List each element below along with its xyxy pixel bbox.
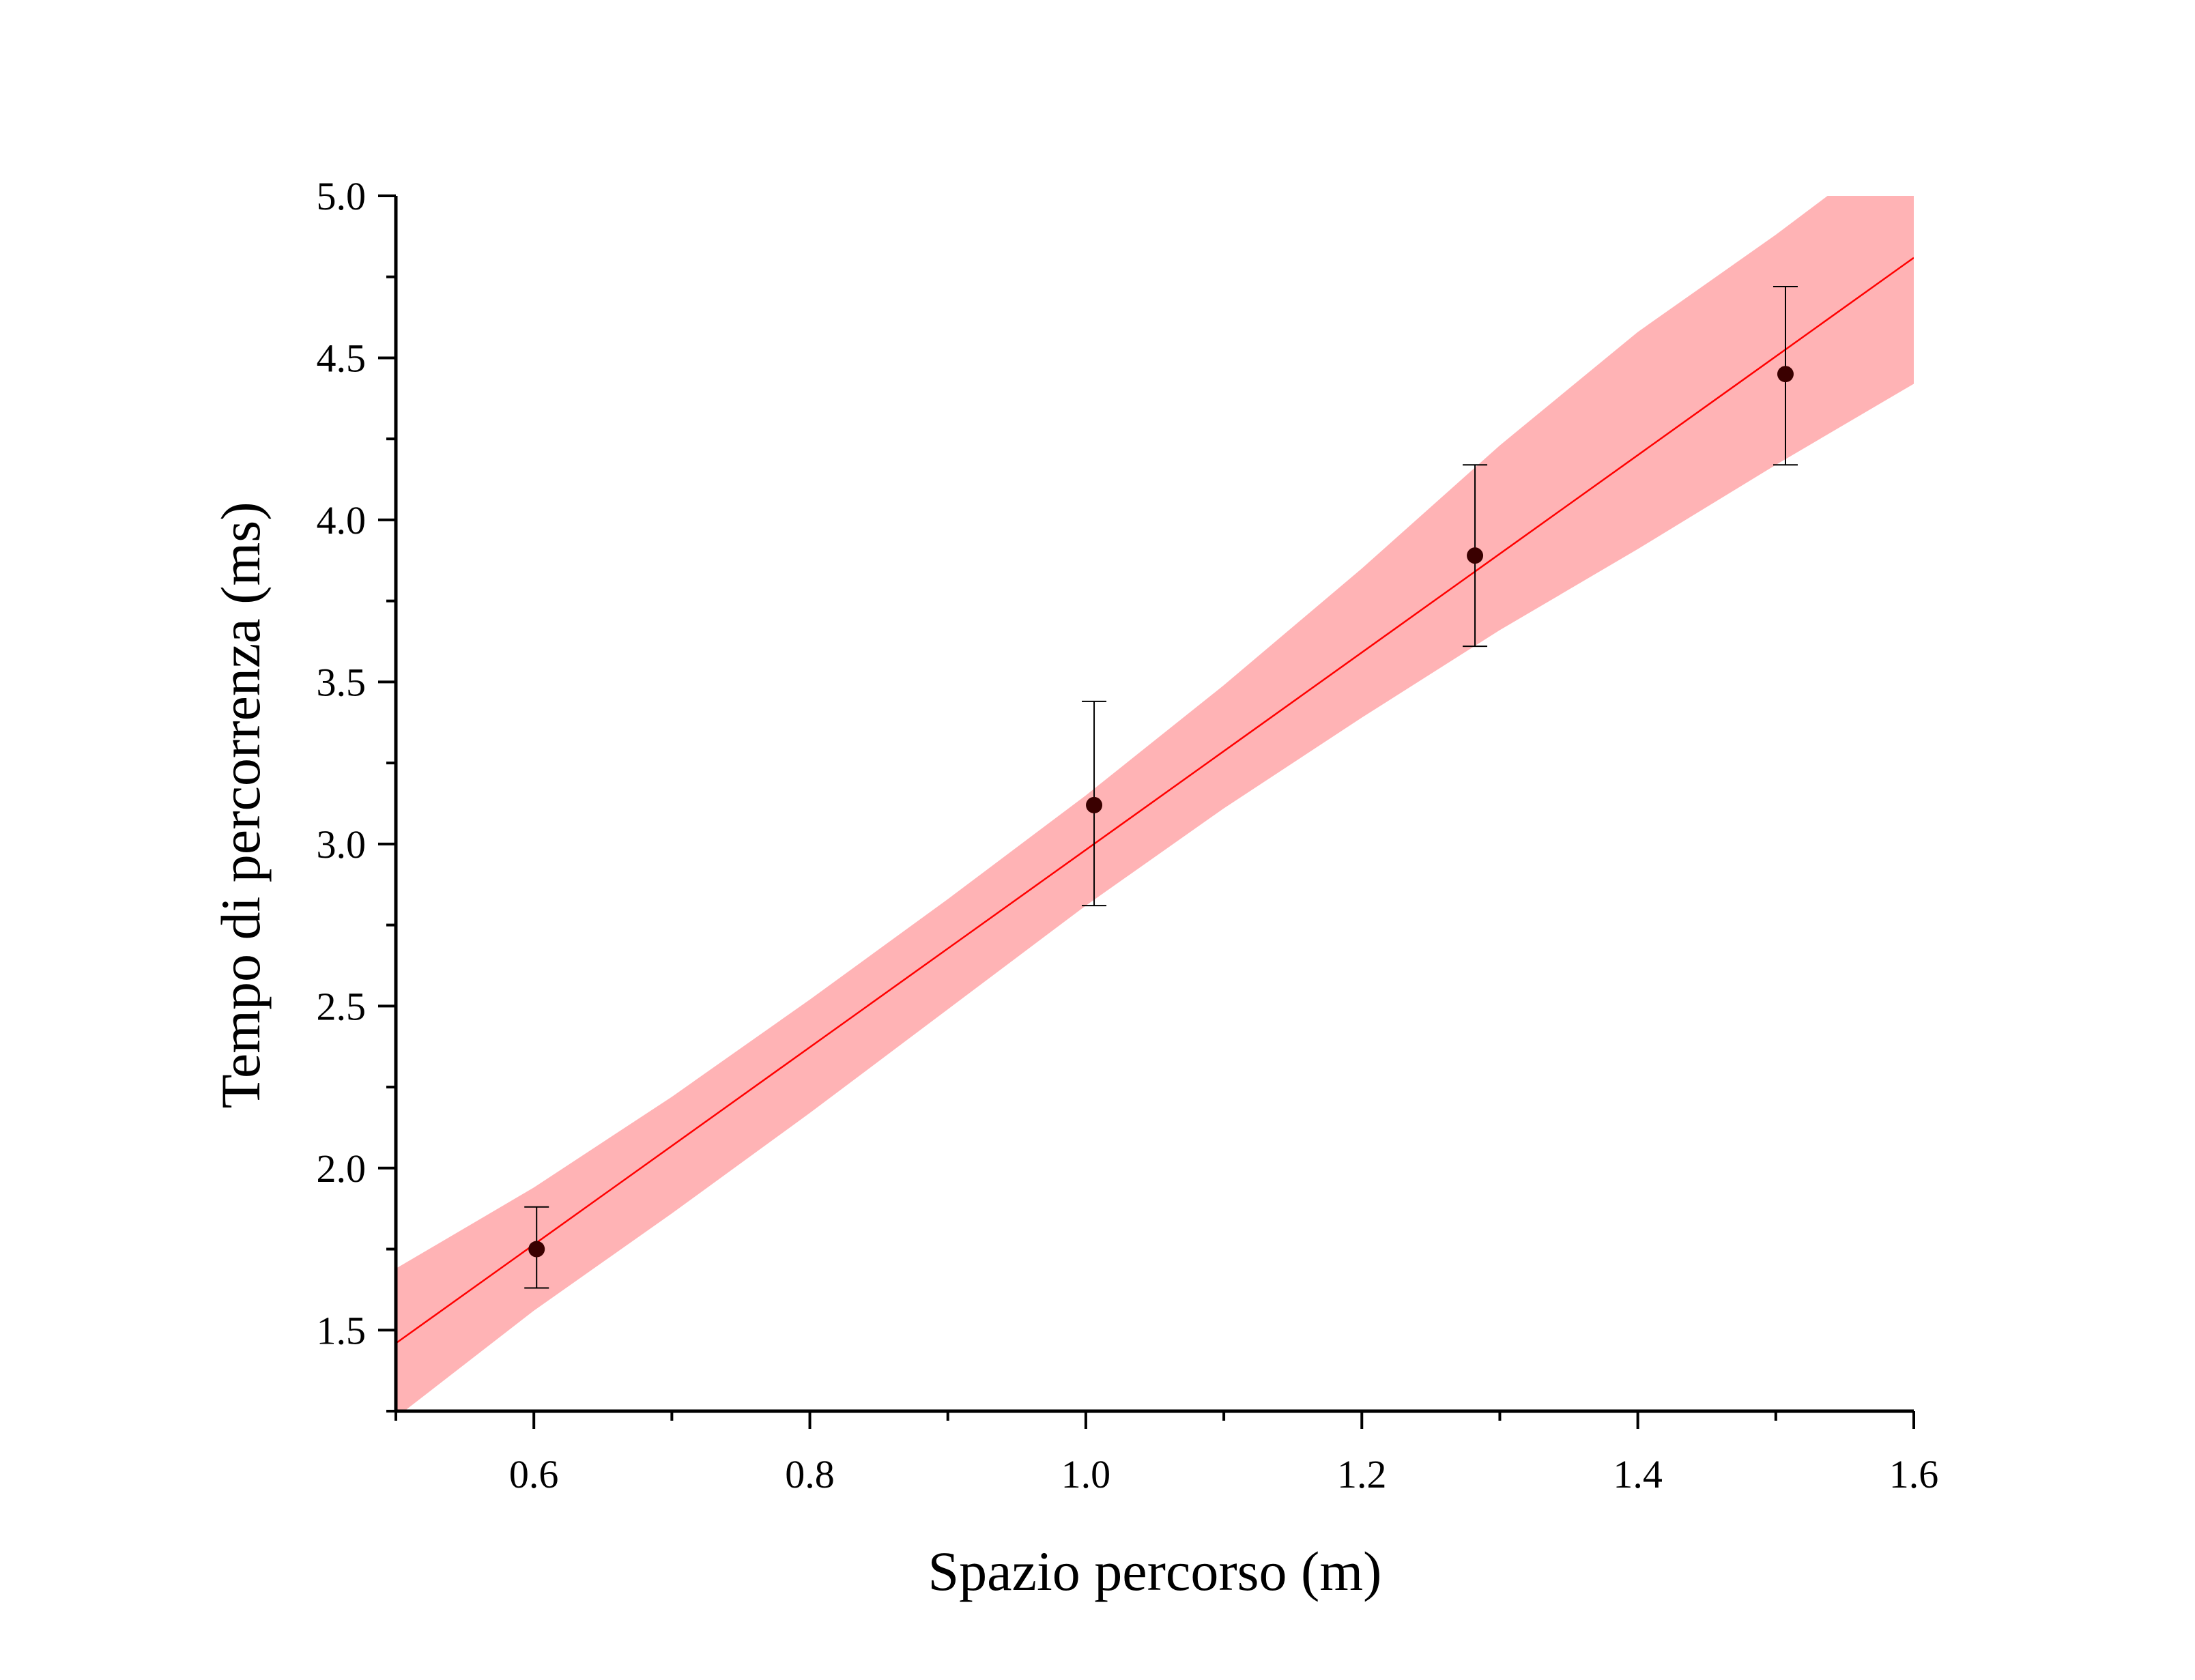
data-point-marker xyxy=(1467,547,1484,564)
y-tick-label: 2.0 xyxy=(317,1146,367,1191)
confidence-band-layer xyxy=(396,196,1914,1411)
fit-line-layer xyxy=(396,257,1914,1344)
y-tick-label: 5.0 xyxy=(317,174,367,218)
x-axis-title: Spazio percorso (m) xyxy=(928,1540,1382,1602)
y-tick-label: 3.0 xyxy=(317,822,367,867)
data-point-3 xyxy=(1463,464,1488,648)
x-tick-label: 0.8 xyxy=(785,1452,835,1496)
data-point-marker xyxy=(1777,366,1794,383)
fit-line xyxy=(396,257,1914,1344)
x-tick-label: 1.6 xyxy=(1889,1452,1939,1496)
data-point-4 xyxy=(1773,285,1798,466)
x-tick-label: 1.0 xyxy=(1061,1452,1111,1496)
y-tick-label: 2.5 xyxy=(317,984,367,1028)
y-tick-label: 4.5 xyxy=(317,336,367,380)
confidence-band xyxy=(396,196,1914,1411)
data-point-2 xyxy=(1082,700,1107,907)
x-tick-label: 0.6 xyxy=(509,1452,559,1496)
data-point-marker xyxy=(1086,796,1103,813)
y-tick-label: 3.5 xyxy=(317,660,367,704)
y-tick-label: 1.5 xyxy=(317,1308,367,1352)
axes: 0.6 0.8 1.0 1.2 1.4 1.6 1.5 2.0 2.5 3.0 3.5 4.0 4.5 5… xyxy=(317,174,1939,1496)
x-tick-label: 1.2 xyxy=(1337,1452,1387,1496)
y-tick-label: 4.0 xyxy=(317,498,367,542)
x-tick-label: 1.4 xyxy=(1613,1452,1663,1496)
data-points xyxy=(524,285,1798,1289)
data-point-1 xyxy=(524,1206,549,1289)
data-point-marker xyxy=(528,1241,545,1258)
y-axis-title: Tempo di percorrenza (ms) xyxy=(210,502,272,1108)
